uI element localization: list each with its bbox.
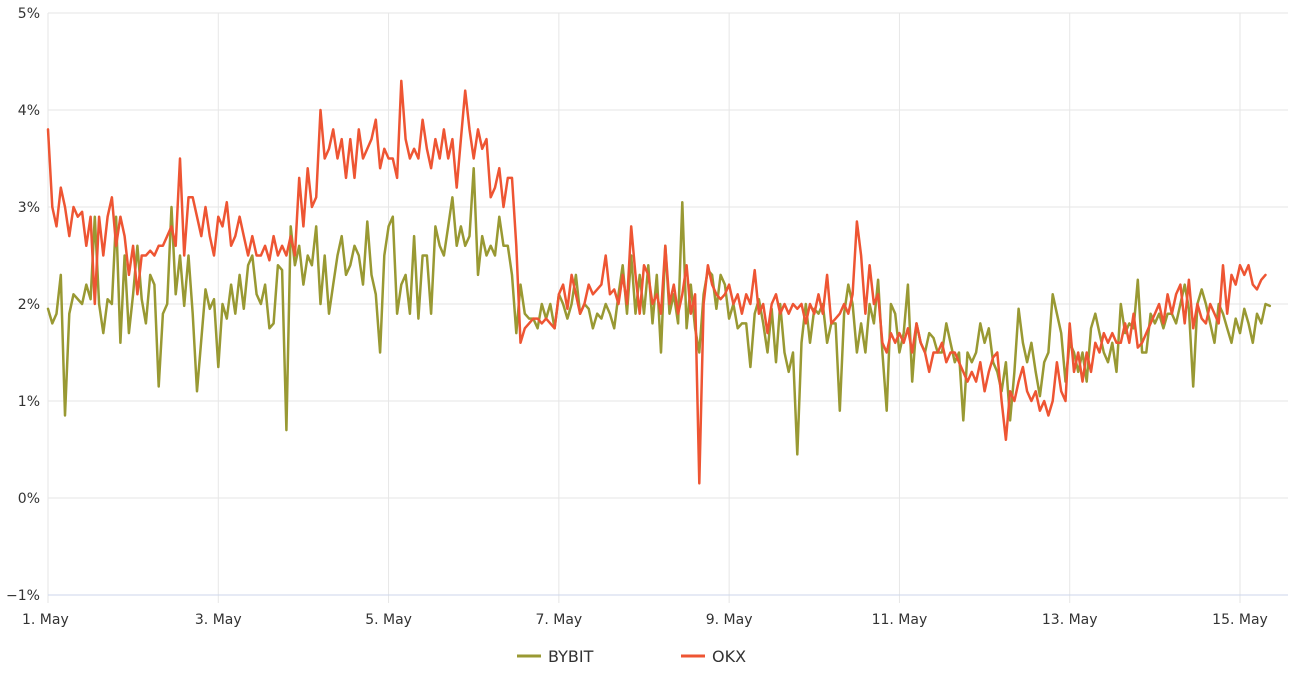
series-line-okx[interactable]	[46, 79, 1267, 485]
x-tick-label: 9. May	[706, 612, 753, 628]
legend: BYBIT OKX	[517, 647, 746, 666]
y-tick-label: 5%	[18, 6, 40, 22]
y-tick-label: 4%	[18, 103, 40, 119]
x-grid-lines	[47, 13, 1241, 603]
y-tick-label: 1%	[18, 394, 40, 410]
x-tick-label: 7. May	[535, 612, 582, 628]
x-tick-label: 1. May	[22, 612, 69, 628]
y-tick-label: 0%	[18, 491, 40, 507]
x-tick-label: 11. May	[872, 612, 928, 628]
y-grid-lines	[48, 12, 1288, 596]
y-tick-label: −1%	[6, 588, 40, 604]
x-tick-label: 13. May	[1042, 612, 1098, 628]
legend-item-okx[interactable]: OKX	[681, 647, 746, 666]
x-tick-label: 15. May	[1212, 612, 1268, 628]
y-tick-label: 2%	[18, 297, 40, 313]
legend-item-bybit[interactable]: BYBIT	[517, 647, 594, 666]
x-axis-labels: 1. May 3. May 5. May 7. May 9. May 11. May 13.…	[22, 612, 1268, 628]
series-line-bybit[interactable]	[46, 166, 1272, 456]
y-axis-labels: 5% 4% 3% 2% 1% 0% −1%	[6, 6, 40, 604]
y-tick-label: 3%	[18, 200, 40, 216]
x-tick-label: 5. May	[365, 612, 412, 628]
series-layer	[46, 79, 1272, 485]
legend-label-bybit: BYBIT	[548, 647, 594, 666]
legend-label-okx: OKX	[712, 647, 746, 666]
x-tick-label: 3. May	[195, 612, 242, 628]
